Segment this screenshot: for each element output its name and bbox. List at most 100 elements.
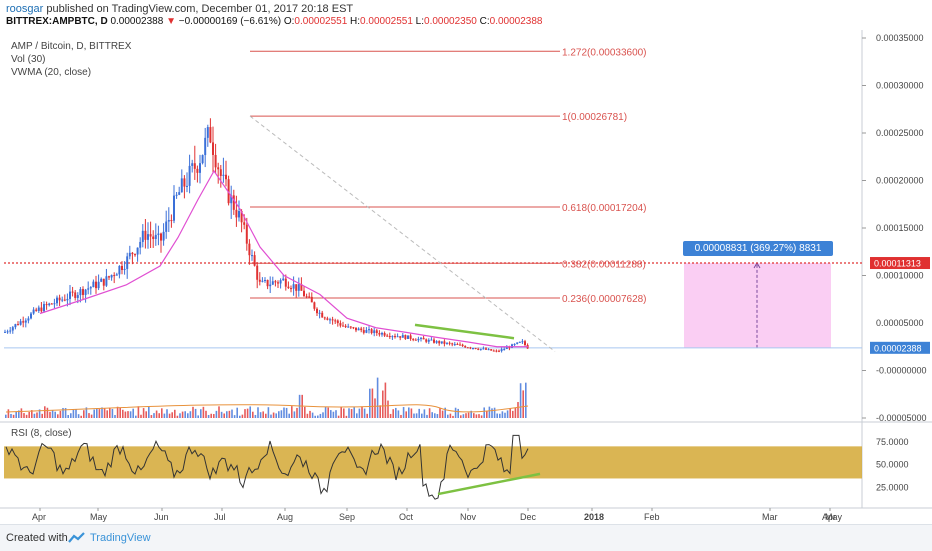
volume-bar — [114, 415, 116, 418]
candle-body — [477, 348, 480, 350]
candle-body — [222, 174, 225, 176]
candle-body — [9, 330, 12, 332]
candle-body — [430, 339, 433, 341]
volume-bar — [509, 408, 511, 418]
volume-bar — [525, 382, 527, 418]
candle-body — [292, 284, 295, 289]
volume-bar — [405, 411, 407, 418]
x-tick-label: Nov — [460, 512, 477, 522]
volume-bar — [491, 408, 493, 418]
volume-bar — [96, 408, 98, 418]
volume-bar — [265, 413, 267, 418]
candle-body — [102, 278, 105, 286]
candle-body — [108, 276, 110, 278]
volume-bar — [23, 413, 25, 418]
price-chart[interactable]: 0.00035000 0.00030000 0.00025000 0.00020000… — [0, 30, 932, 524]
candle-body — [422, 337, 425, 340]
tradingview-link[interactable]: TradingView — [90, 532, 151, 544]
volume-bar — [480, 415, 483, 418]
candle-body — [175, 194, 178, 196]
rsi-tick-label: 50.0000 — [876, 460, 909, 470]
candle-body — [370, 329, 373, 334]
volume-bar — [371, 388, 374, 418]
candle-body — [245, 224, 248, 244]
volume-bar — [270, 414, 272, 418]
volume-bar — [439, 408, 441, 418]
candle-body — [446, 342, 448, 344]
x-tick-label: Mar — [762, 512, 778, 522]
y-tick-label: 0.00005000 — [876, 318, 924, 328]
volume-bar — [194, 408, 197, 418]
candle-body — [37, 307, 40, 311]
candle-body — [383, 333, 386, 336]
volume-bar — [293, 411, 296, 418]
volume-bar — [493, 407, 496, 418]
candle-body — [394, 336, 396, 338]
candle-body — [414, 339, 417, 341]
candle-body — [154, 234, 157, 239]
volume-bar — [77, 414, 80, 418]
volume-bar — [389, 413, 392, 418]
candle-body — [417, 338, 420, 341]
volume-bar — [85, 407, 88, 418]
volume-bar — [327, 407, 329, 418]
candle-body — [14, 324, 17, 328]
volume-bar — [101, 407, 103, 418]
volume-bar — [374, 398, 376, 418]
volume-bar — [231, 409, 233, 418]
volume-bar — [116, 406, 119, 418]
candle-body — [399, 336, 402, 338]
x-tick-label: 2018 — [584, 512, 604, 522]
candle-body — [180, 178, 183, 193]
candle-body — [141, 230, 144, 242]
volume-bar — [413, 413, 415, 418]
candle-body — [360, 328, 363, 331]
volume-bar — [431, 412, 433, 418]
candle-body — [485, 348, 487, 350]
volume-bar — [137, 406, 140, 418]
x-tick-label: May — [825, 512, 843, 522]
volume-bar — [83, 410, 85, 418]
volume-bar — [418, 408, 420, 418]
volume-bar — [330, 410, 332, 418]
fib-level-label: 0.618(0.00017204) — [562, 203, 647, 214]
candle-body — [331, 319, 334, 321]
candle-body — [79, 289, 82, 296]
candle-body — [287, 286, 290, 289]
candle-body — [58, 297, 61, 301]
candle-body — [516, 342, 519, 344]
volume-bar — [514, 407, 517, 418]
high-label: H: — [350, 16, 361, 27]
candle-body — [396, 336, 399, 338]
volume-bar — [259, 412, 262, 418]
candle-body — [355, 327, 357, 331]
volume-bar — [324, 406, 327, 418]
y-tick-label: -0.00000000 — [876, 366, 927, 376]
volume-bar — [179, 413, 181, 418]
candle-body — [326, 318, 329, 320]
candle-body — [167, 220, 170, 222]
candle-body — [53, 303, 56, 305]
volume-bar — [187, 413, 189, 418]
price-tag-bg — [870, 341, 930, 354]
candle-body — [274, 281, 277, 283]
volume-bar — [168, 413, 171, 418]
y-tick-label: 0.00020000 — [876, 176, 924, 186]
candle-body — [305, 296, 308, 298]
volume-bar — [233, 415, 236, 418]
volume-bar — [397, 410, 400, 418]
created-with-text: Created with — [6, 532, 68, 544]
volume-bar — [49, 411, 51, 418]
volume-bar — [361, 406, 363, 418]
volume-bar — [309, 410, 311, 418]
volume-bar — [132, 408, 134, 418]
candle-body — [61, 299, 64, 301]
author-link[interactable]: roosgar — [6, 3, 44, 15]
volume-bar — [51, 410, 54, 418]
volume-bar — [335, 410, 337, 418]
volume-bar — [478, 414, 480, 418]
candle-body — [329, 319, 331, 321]
candle-body — [474, 348, 477, 350]
candle-body — [472, 348, 474, 350]
volume-bar — [150, 415, 153, 418]
